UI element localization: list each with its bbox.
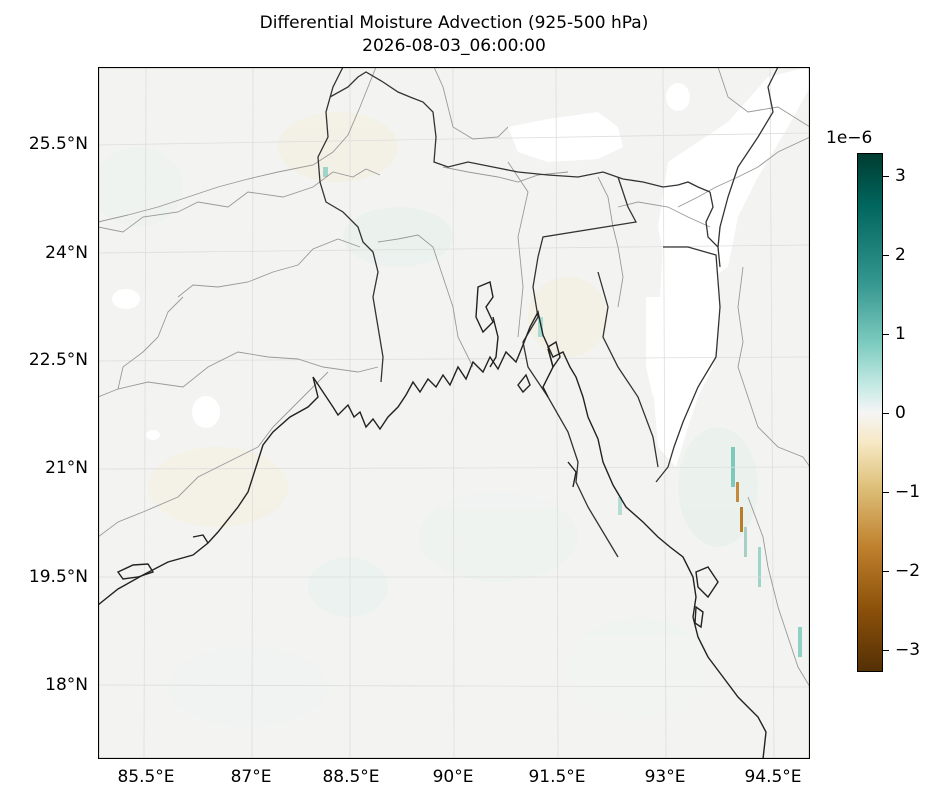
colorbar-exponent: 1e−6 (826, 128, 873, 148)
colorbar-label-3: 3 (895, 166, 906, 186)
colorbar-tick (883, 255, 889, 256)
colorbar-tick (883, 650, 889, 651)
lon-label-85-5: 85.5°E (117, 767, 175, 787)
state-borders (98, 67, 810, 688)
map-border (98, 67, 810, 759)
colorbar-tick (883, 571, 889, 572)
map-panel[interactable] (98, 67, 810, 759)
lat-label-21: 21°N (45, 458, 88, 478)
colorbar-label-0: 0 (895, 403, 906, 423)
graticule (98, 67, 810, 759)
lat-label-19-5: 19.5°N (28, 567, 88, 587)
lon-label-94-5: 94.5°E (744, 767, 802, 787)
lat-label-22-5: 22.5°N (28, 350, 88, 370)
colorbar-tick (883, 334, 889, 335)
field-anomalies (98, 112, 758, 727)
lat-label-25-5: 25.5°N (28, 134, 88, 154)
lon-label-93: 93°E (644, 767, 686, 787)
colorbar-label-minus-2: −2 (895, 561, 921, 581)
lon-label-87: 87°E (230, 767, 272, 787)
colorbar-tick (883, 176, 889, 177)
colorbar (857, 153, 883, 672)
colorbar-label-1: 1 (895, 324, 906, 344)
map-title: Differential Moisture Advection (925-500… (259, 13, 649, 33)
map-canvas (98, 67, 810, 759)
coastline (98, 281, 767, 759)
colorbar-label-2: 2 (895, 245, 906, 265)
lat-label-24: 24°N (45, 243, 88, 263)
lon-label-91-5: 91.5°E (528, 767, 586, 787)
lat-label-18: 18°N (45, 675, 88, 695)
colorbar-label-minus-1: −1 (895, 482, 921, 502)
country-borders (317, 67, 779, 558)
lon-label-88-5: 88.5°E (322, 767, 380, 787)
colorbar-label-minus-3: −3 (895, 640, 921, 660)
colorbar-tick (883, 492, 889, 493)
lon-label-90: 90°E (432, 767, 474, 787)
map-timestamp: 2026-08-03_06:00:00 (362, 36, 546, 56)
colorbar-tick (883, 413, 889, 414)
